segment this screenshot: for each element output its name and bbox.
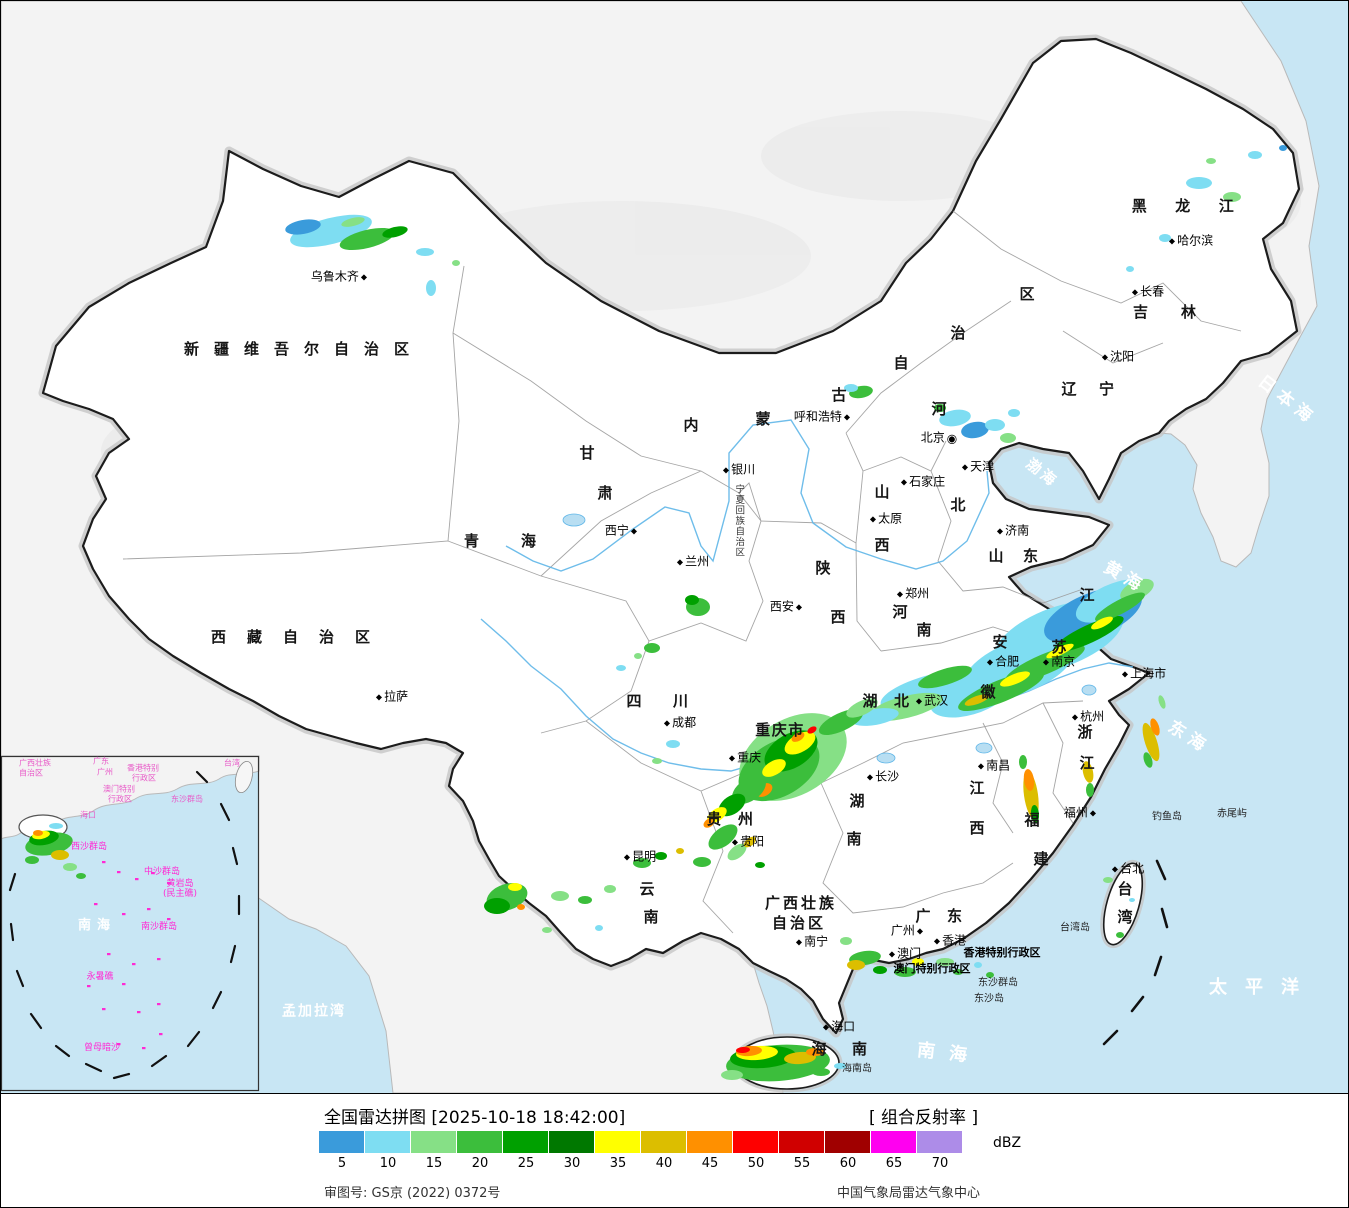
lakes [562,513,1097,764]
legend-value: 40 [655,1156,673,1171]
boundary-dashes [1102,859,1169,1046]
legend-value: 20 [471,1156,489,1171]
legend-value: 60 [839,1156,857,1171]
legend-value: 35 [609,1156,627,1171]
credit-label: 中国气象局雷达气象中心 [837,1186,981,1201]
legend-color-70 [917,1131,962,1153]
legend-value: 65 [885,1156,903,1171]
legend-color-65 [871,1131,916,1153]
legend-color-50 [733,1131,778,1153]
map-title: 全国雷达拼图 [2025-10-18 18:42:00] [324,1108,626,1128]
inset-border [1,755,260,1092]
legend-color-45 [687,1131,732,1153]
legend-color-30 [549,1131,594,1153]
legend-unit: dBZ [993,1135,1022,1151]
legend-value: 30 [563,1156,581,1171]
inset-coast [1,755,260,840]
legend-value: 50 [747,1156,765,1171]
legend-color-40 [641,1131,686,1153]
inset-radar-echoes [25,823,86,879]
inset-reef-marks [87,861,171,1050]
legend-panel: 全国雷达拼图 [2025-10-18 18:42:00] [ 组合反射率 ] d… [1,1093,1348,1207]
province-borders [122,210,1242,934]
legend-values: 5 10 15 20 25 30 35 40 45 50 55 60 65 70 [319,1156,963,1171]
legend-color-60 [825,1131,870,1153]
legend-value: 45 [701,1156,719,1171]
legend-colorbar [319,1131,963,1153]
legend-color-5 [319,1131,364,1153]
inset-nine-dash-line [8,770,241,1080]
legend-color-55 [779,1131,824,1153]
legend-value: 10 [379,1156,397,1171]
legend-color-15 [411,1131,456,1153]
legend-color-35 [595,1131,640,1153]
inset-taiwan [234,760,254,794]
legend-value: 15 [425,1156,443,1171]
legend-value: 70 [931,1156,949,1171]
legend-color-20 [457,1131,502,1153]
approval-number: 审图号: GS京 (2022) 0372号 [324,1186,501,1201]
legend-value: 25 [517,1156,535,1171]
legend-color-25 [503,1131,548,1153]
radar-echoes-layer [285,145,1287,1082]
legend-value: 55 [793,1156,811,1171]
product-label: [ 组合反射率 ] [869,1108,979,1128]
south-china-sea-inset [1,755,260,1092]
legend-value: 5 [337,1156,347,1171]
china-radar-map [1,1,1348,1093]
legend-color-10 [365,1131,410,1153]
